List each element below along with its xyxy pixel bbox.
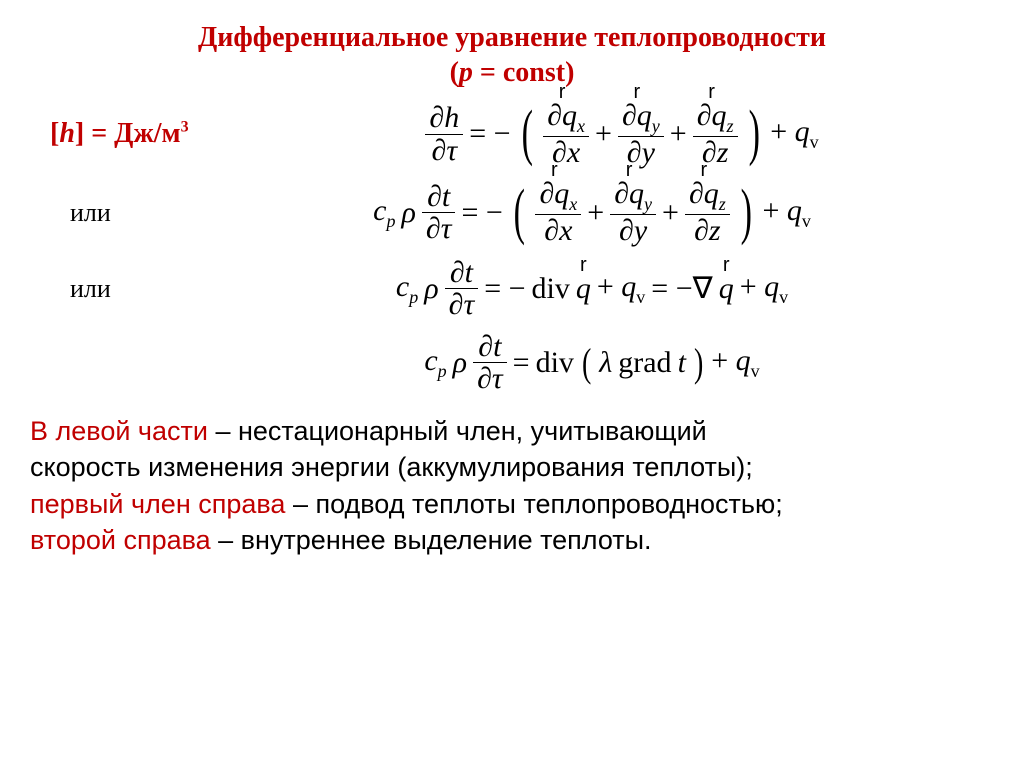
equation-2: cp ρ ∂t ∂τ = − ( r∂qx ∂x + r∂qy ∂y + r: [373, 178, 811, 246]
equation-3: cp ρ ∂t ∂τ = − div rq + qv = −∇ rq + qv: [396, 257, 788, 321]
or-label-2: или: [30, 274, 190, 304]
row-eq-1: [h] = Дж/м3 ∂∂hh ∂τ = − ( r∂qx ∂x + r∂qy…: [30, 100, 994, 168]
title-line-2: (p = const): [30, 55, 994, 90]
expl-second-right: второй справа: [30, 525, 211, 555]
explanation-text: В левой части – нестационарный член, учи…: [30, 413, 994, 559]
expl-first-right: первый член справа: [30, 489, 285, 519]
row-eq-4: cp ρ ∂t ∂τ = div ( λ grad t ) + qv: [30, 331, 994, 395]
page-title: Дифференциальное уравнение теплопроводно…: [30, 20, 994, 90]
equation-4: cp ρ ∂t ∂τ = div ( λ grad t ) + qv: [424, 331, 759, 395]
title-line-1: Дифференциальное уравнение теплопроводно…: [30, 20, 994, 55]
row-eq-2: или cp ρ ∂t ∂τ = − ( r∂qx ∂x + r∂qy ∂y: [30, 178, 994, 246]
equation-1: ∂∂hh ∂τ = − ( r∂qx ∂x + r∂qy ∂y + r∂qz ∂…: [425, 100, 818, 168]
or-label-1: или: [30, 198, 190, 228]
unit-label: [h] = Дж/м3: [50, 118, 189, 149]
row-eq-3: или cp ρ ∂t ∂τ = − div rq + qv = −∇ rq +…: [30, 257, 994, 321]
expl-left-part: В левой части: [30, 416, 208, 446]
